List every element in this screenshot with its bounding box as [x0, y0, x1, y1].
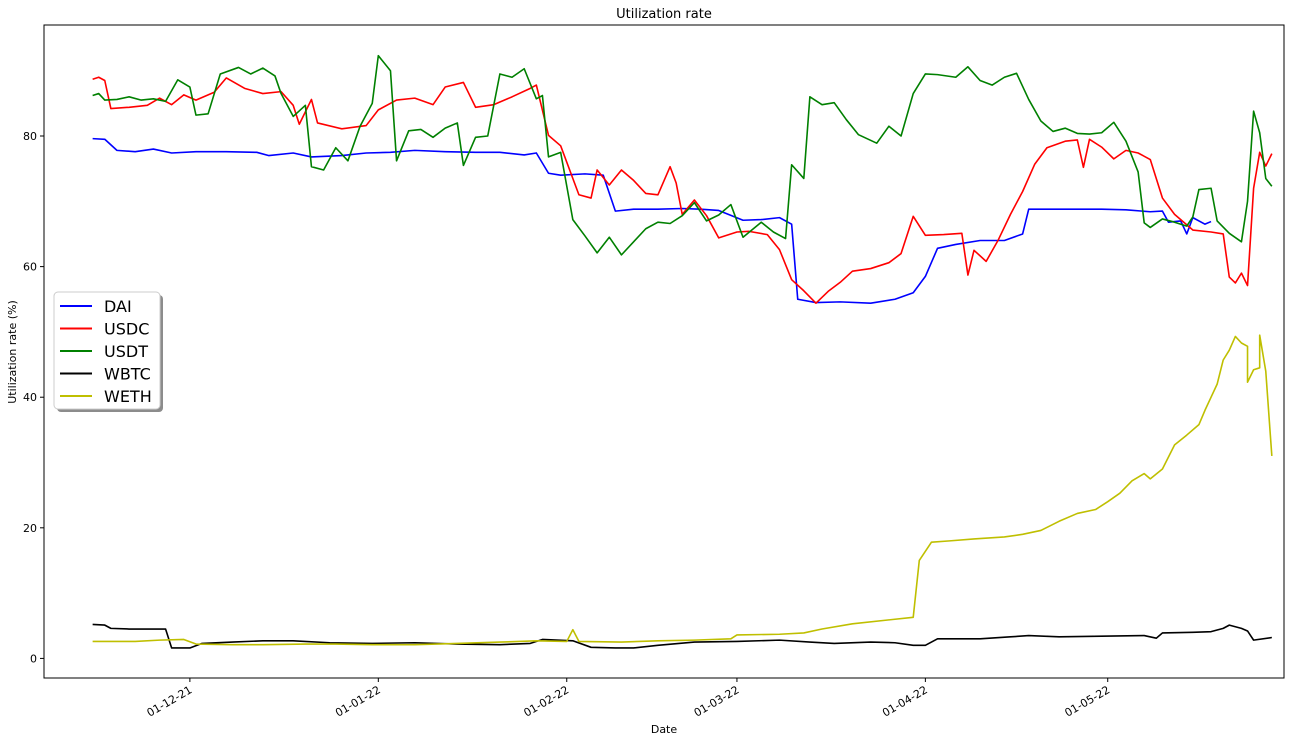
y-tick-label: 60: [23, 261, 37, 274]
legend: DAI USDC USDT WBTC WETH: [53, 291, 163, 412]
legend-label-usdt: USDT: [104, 342, 148, 361]
y-tick-label: 40: [23, 391, 37, 404]
series-line-dai: [92, 137, 1212, 304]
plot-area-frame: [43, 24, 1285, 679]
series-line-usdc: [92, 76, 1273, 304]
y-tick-label: 80: [23, 130, 37, 143]
y-tick-label: 20: [23, 522, 37, 535]
x-axis-title: Date: [651, 723, 678, 736]
chart-title: Utilization rate: [616, 7, 712, 22]
legend-label-dai: DAI: [104, 297, 132, 316]
series-layer: [92, 54, 1273, 649]
legend-label-wbtc: WBTC: [104, 365, 151, 384]
legend-box: [53, 291, 161, 410]
y-axis-title: Utilization rate (%): [6, 300, 19, 404]
series-line-usdt: [92, 54, 1273, 256]
legend-label-weth: WETH: [104, 387, 152, 406]
legend-label-usdc: USDC: [104, 320, 149, 339]
y-tick-label: 0: [30, 652, 37, 665]
series-line-wbtc: [92, 623, 1272, 649]
series-line-weth: [92, 334, 1273, 646]
